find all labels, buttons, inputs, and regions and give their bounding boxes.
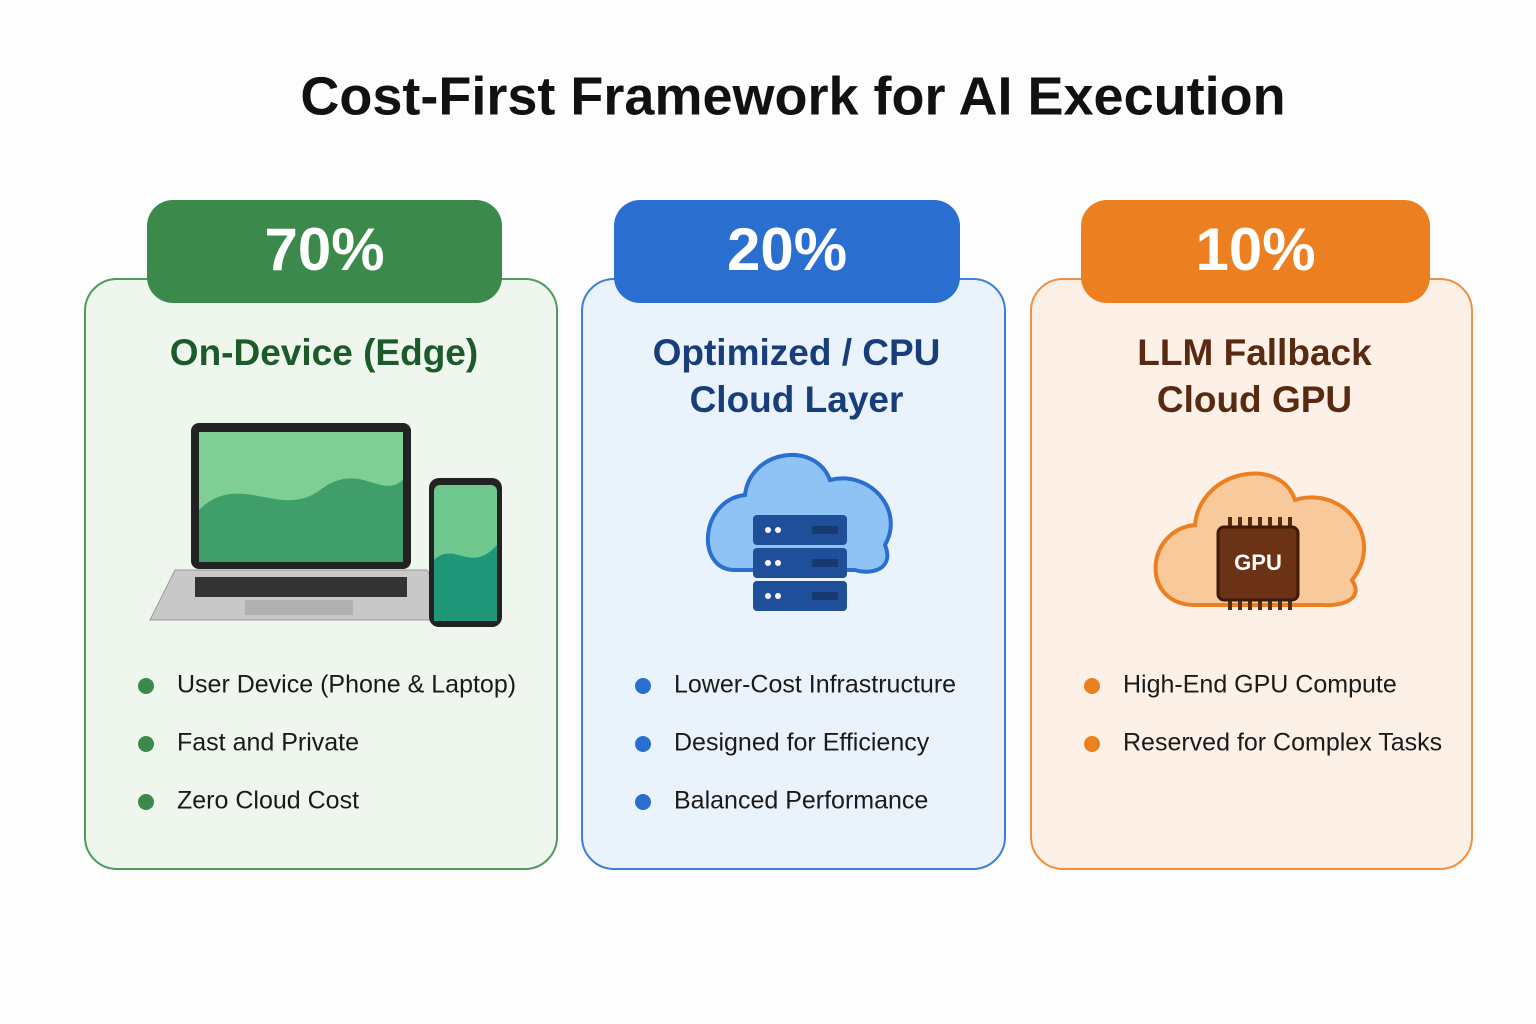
chip-pin: [1278, 517, 1282, 529]
bullet-text: Designed for Efficiency: [674, 729, 930, 757]
bullet-dot: [138, 794, 154, 810]
card-heading: Cloud GPU: [1157, 379, 1352, 420]
card: 20% Optimized / CPU Cloud Layer Lower-Cost …: [581, 200, 1006, 870]
bullet-text: User Device (Phone & Laptop): [177, 671, 516, 699]
bullet-text: Balanced Performance: [674, 787, 928, 815]
title: Cost-First Framework for AI Execution: [300, 66, 1285, 126]
chip-pin: [1228, 598, 1232, 610]
server-light: [775, 527, 781, 533]
chip-pin: [1238, 517, 1242, 529]
laptop-keyboard: [195, 577, 407, 597]
server-light: [765, 560, 771, 566]
server-light: [765, 593, 771, 599]
chip-pin: [1258, 598, 1262, 610]
card-heading: On-Device (Edge): [170, 332, 478, 373]
chip-pin: [1228, 517, 1232, 529]
bullet-text: Zero Cloud Cost: [177, 787, 359, 815]
bullet-text: High-End GPU Compute: [1123, 671, 1397, 699]
chip-pin: [1238, 598, 1242, 610]
bullet-text: Fast and Private: [177, 729, 359, 757]
bullet-dot: [1084, 678, 1100, 694]
phone-wallpaper: [434, 545, 497, 621]
share-badge: [614, 200, 960, 303]
share-label: 70%: [264, 216, 384, 283]
chip-pin: [1258, 517, 1262, 529]
server-unit: [753, 581, 847, 611]
bullet-dot: [138, 678, 154, 694]
bullet-dot: [635, 678, 651, 694]
server-light: [765, 527, 771, 533]
bullet-dot: [635, 736, 651, 752]
bullet-text: Reserved for Complex Tasks: [1123, 729, 1442, 757]
chip-pin: [1248, 598, 1252, 610]
chip-pin: [1248, 517, 1252, 529]
bullet-text: Lower-Cost Infrastructure: [674, 671, 956, 699]
laptop-wallpaper: [199, 478, 403, 562]
chip-pin: [1278, 598, 1282, 610]
chip-pin: [1268, 517, 1272, 529]
card-heading: Cloud Layer: [690, 379, 904, 420]
bullet-dot: [138, 736, 154, 752]
card: 10% LLM Fallback Cloud GPU GPU High-End GPU …: [1030, 200, 1473, 870]
server-unit: [753, 548, 847, 578]
share-badge: [147, 200, 502, 303]
chip-pin: [1288, 517, 1292, 529]
server-light: [775, 593, 781, 599]
bullet-dot: [1084, 736, 1100, 752]
card: 70% On-Device (Edge) User Device (Phone & …: [84, 200, 558, 870]
share-badge: [1081, 200, 1430, 303]
server-slot: [812, 559, 838, 567]
card-heading: Optimized / CPU: [653, 332, 941, 373]
server-unit: [753, 515, 847, 545]
laptop-trackpad: [245, 600, 353, 615]
gpu-label: GPU: [1234, 550, 1282, 575]
server-slot: [812, 592, 838, 600]
bullet-dot: [635, 794, 651, 810]
chip-pin: [1268, 598, 1272, 610]
chip-pin: [1288, 598, 1292, 610]
server-light: [775, 560, 781, 566]
share-label: 10%: [1195, 216, 1315, 283]
server-slot: [812, 526, 838, 534]
gpu-chip: [1216, 525, 1300, 602]
card-heading: LLM Fallback: [1137, 332, 1372, 373]
share-label: 20%: [727, 216, 847, 283]
